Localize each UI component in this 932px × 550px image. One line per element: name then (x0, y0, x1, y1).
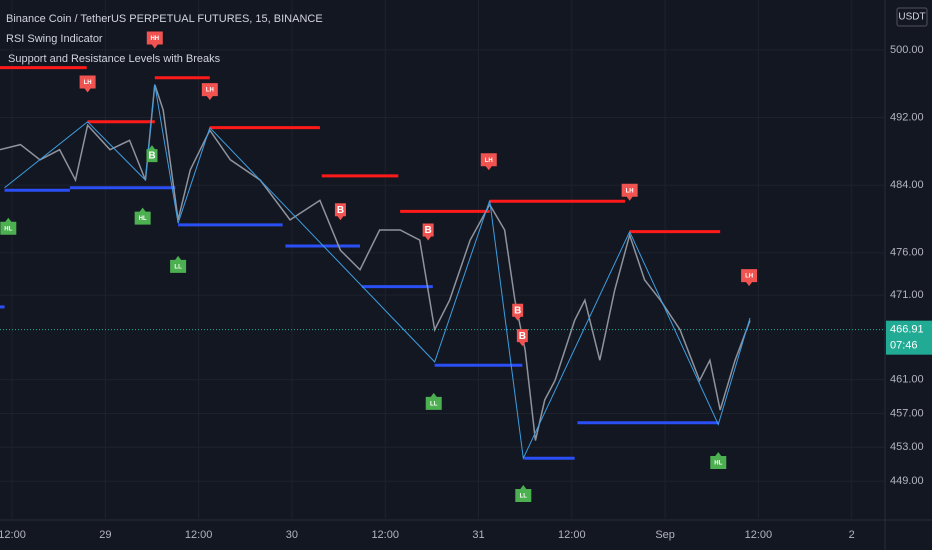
swing-label (170, 255, 187, 273)
swing-label-text: HL (4, 226, 12, 232)
swing-label (480, 153, 497, 171)
swing-label-text: LH (206, 88, 214, 94)
swing-label-text: HH (150, 36, 159, 42)
y-tick-label: 492.00 (890, 111, 924, 123)
x-tick-label: Sep (655, 529, 675, 541)
swing-label (515, 484, 532, 502)
countdown-label: 07:46 (890, 340, 918, 352)
swing-label-text: B (425, 225, 432, 236)
swing-label (741, 269, 758, 287)
indicator-label: Support and Resistance Levels with Break… (8, 53, 221, 65)
y-tick-label: 453.00 (890, 441, 924, 453)
swing-label (512, 303, 524, 321)
x-tick-label: 12:00 (185, 529, 213, 541)
y-tick-label: 461.00 (890, 374, 924, 386)
swing-label (146, 31, 163, 49)
swing-label (0, 217, 17, 235)
swing-label (79, 75, 96, 93)
y-tick-label: 471.00 (890, 289, 924, 301)
y-tick-label: 500.00 (890, 44, 924, 56)
currency-badge[interactable] (896, 7, 928, 27)
currency-label[interactable]: USDT (898, 12, 925, 23)
x-tick-label: 12:00 (558, 529, 586, 541)
last-price-badge (886, 320, 932, 355)
x-tick-label: 29 (99, 529, 111, 541)
last-price-label: 466.91 (890, 324, 924, 336)
swing-label (146, 145, 158, 163)
swing-label-text: B (514, 305, 521, 316)
swing-label-text: LH (84, 80, 92, 86)
swing-label-text: B (519, 331, 526, 342)
y-tick-label: 484.00 (890, 179, 924, 191)
x-tick-label: 12:00 (371, 529, 399, 541)
swing-label-text: B (337, 205, 344, 216)
swing-label-text: B (148, 151, 155, 162)
series-line (0, 84, 751, 441)
plot: HL LH HH LH HL LL B B B B B LH LH LL LL LH HL (0, 0, 885, 520)
swing-label-text: LH (626, 188, 634, 194)
symbol-title: Binance Coin / TetherUS PERPETUAL FUTURE… (6, 13, 323, 25)
swing-label-text: LL (520, 494, 528, 500)
swing-label-text: LH (485, 158, 493, 164)
swing-label (425, 392, 442, 410)
swing-label-text: LL (430, 401, 438, 407)
x-tick-label: 31 (472, 529, 484, 541)
series-line (4, 84, 751, 461)
swing-label (710, 452, 727, 470)
swing-label (621, 183, 638, 201)
y-tick-label: 476.00 (890, 247, 924, 259)
swing-label-text: HL (714, 461, 722, 467)
x-tick-label: 2 (849, 529, 855, 541)
x-tick-label: 12:00 (745, 529, 773, 541)
swing-label-text: HL (139, 216, 147, 222)
swing-label (201, 83, 218, 101)
swing-label-text: LH (745, 274, 753, 280)
y-tick-label: 449.00 (890, 475, 924, 487)
swing-label-text: LL (174, 264, 182, 270)
swing-label (134, 207, 151, 225)
x-tick-label: 12:00 (0, 529, 26, 541)
indicator-label: RSI Swing Indicator (6, 33, 103, 45)
y-tick-label: 457.00 (890, 407, 924, 419)
swing-label (422, 223, 434, 241)
swing-label (516, 329, 528, 347)
x-tick-label: 30 (286, 529, 298, 541)
swing-label (334, 203, 346, 221)
